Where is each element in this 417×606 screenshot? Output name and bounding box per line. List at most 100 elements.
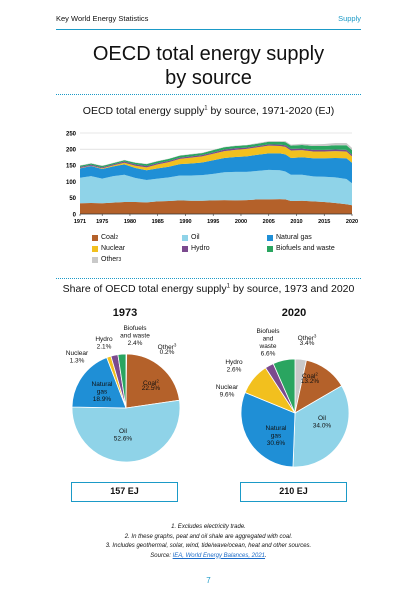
pie-label-line: Natural	[92, 381, 114, 388]
legend-item-natural_gas: Natural gas	[267, 234, 312, 241]
y-tick-label: 250	[66, 131, 77, 137]
area-chart-title: OECD total energy supply1 by source, 197…	[0, 105, 417, 117]
pie-label-line: 1.3%	[70, 358, 85, 365]
x-tick-label: 1971	[74, 219, 86, 225]
x-tick-label: 1995	[207, 219, 219, 225]
pie-label-footnote: 2	[315, 372, 318, 377]
x-tick-label: 1985	[152, 219, 164, 225]
pie-label-line: Hydro	[95, 336, 113, 343]
pie-slice-biofuels	[272, 358, 296, 414]
x-tick-label: 2015	[318, 219, 330, 225]
area-chart-title-text: OECD total energy supply	[82, 105, 205, 117]
y-tick-label: 150	[66, 164, 77, 170]
pie-label-line: 2.1%	[97, 344, 112, 351]
pie-label-line: 30.6%	[267, 440, 286, 447]
legend-label: Oil	[191, 234, 200, 241]
pie-label-line: 22.5%	[142, 385, 161, 392]
pie-label-line: 13.2%	[301, 378, 320, 385]
pie-label-line: 0.2%	[160, 349, 175, 356]
pie-label-line: Other	[158, 344, 175, 351]
x-tick-label: 2000	[235, 219, 247, 225]
y-tick-label: 0	[73, 212, 77, 218]
pie-label-biofuels: Biofuels and waste 6.6%	[256, 328, 280, 358]
source-link[interactable]: IEA, World Energy Balances, 2021	[172, 552, 266, 559]
pie-label-footnote: 3	[174, 343, 177, 348]
pie-section-title: Share of OECD total energy supply1 by so…	[0, 283, 417, 295]
legend-swatch	[182, 234, 188, 241]
pie-section-title-rest: by source, 1973 and 2020	[230, 283, 355, 295]
pie-label-line: 2.6%	[227, 367, 242, 374]
x-tick-label: 1975	[96, 219, 108, 225]
pie-slice-natural_gas	[71, 357, 127, 409]
footnote-3: 3. Includes geothermal, solar, wind, tid…	[105, 543, 312, 549]
area-chart-title-rest: by source, 1971-2020 (EJ)	[207, 105, 335, 117]
legend-item-coal: Coal 2	[92, 234, 118, 241]
pie-label-coal: Coal2 22.5%	[142, 379, 161, 393]
legend-swatch	[92, 245, 98, 252]
area-series-nuclear	[80, 145, 352, 171]
legend-swatch	[92, 256, 98, 263]
pie-label-line: Biofuels	[256, 328, 280, 335]
pie-label-line: gas	[271, 433, 282, 440]
pie-label-line: Coal	[302, 373, 316, 380]
area-chart-title-footnote: 1	[204, 105, 208, 112]
legend-item-hydro: Hydro	[182, 245, 210, 252]
source-suffix: .	[265, 552, 267, 559]
pie-label-oil: Oil 52.6%	[114, 428, 133, 443]
pie-label-line: Nuclear	[216, 384, 239, 391]
y-tick-label: 100	[66, 180, 77, 186]
pie-label-nuclear: Nuclear 1.3%	[66, 350, 89, 365]
legend-item-biofuels: Biofuels and waste	[267, 245, 335, 252]
pie-label-footnote: 2	[156, 379, 159, 384]
total-1973-box: 157 EJ	[71, 482, 178, 502]
pie-label-line: Oil	[119, 428, 128, 435]
pie-label-line: gas	[97, 389, 108, 396]
pie-label-nuclear: Nuclear 9.6%	[216, 384, 239, 399]
section-divider	[56, 278, 361, 279]
pie-slice-coal	[125, 353, 180, 409]
pie-1973-title: 1973	[112, 307, 138, 319]
pie-section-title-footnote: 1	[226, 283, 230, 290]
legend-swatch	[267, 245, 273, 252]
pie-slice-oil	[292, 385, 350, 468]
total-2020-box: 210 EJ	[240, 482, 347, 502]
legend-item-other: Other 3	[92, 256, 121, 263]
pie-label-other: Other3 0.2%	[158, 343, 177, 357]
source-line: Source: IEA, World Energy Balances, 2021…	[0, 552, 417, 562]
pie-section-title-text: Share of OECD total energy supply	[62, 283, 227, 295]
header-publication-title: Key World Energy Statistics	[56, 14, 149, 23]
legend-label: Hydro	[191, 245, 210, 252]
legend-label: Nuclear	[101, 245, 126, 252]
legend-swatch	[267, 234, 273, 241]
x-tick-label: 2005	[263, 219, 275, 225]
pie-label-biofuels: Biofuels and waste 2.4%	[120, 325, 150, 347]
area-series-coal	[80, 199, 352, 214]
pie-label-line: Other	[298, 335, 315, 342]
pie-label-line: Oil	[318, 415, 327, 422]
pie-label-oil: Oil 34.0%	[313, 415, 332, 430]
legend-swatch	[92, 234, 98, 241]
x-tick-label: 2010	[290, 219, 302, 225]
pie-label-line: Biofuels	[123, 325, 147, 332]
pie-label-natural_gas: Natural gas 30.6%	[266, 425, 288, 447]
pie-label-line: and waste	[120, 333, 150, 340]
pie-slice-biofuels	[117, 353, 127, 409]
legend-item-oil: Oil	[182, 234, 200, 241]
page-title-line1: OECD total energy supply	[92, 43, 325, 65]
legend-item-nuclear: Nuclear	[92, 245, 125, 252]
legend-swatch	[182, 245, 188, 252]
page-number: 7	[206, 576, 211, 585]
pie-label-line: 34.0%	[313, 423, 332, 430]
legend-footnote-mark: 3	[118, 256, 122, 263]
pie-2020-title: 2020	[281, 307, 307, 319]
area-series-biofuels	[80, 141, 352, 168]
y-tick-label: 50	[69, 196, 76, 202]
running-header: Key World Energy Statistics Supply	[56, 14, 361, 28]
pie-label-line: Hydro	[225, 359, 243, 366]
pie-label-line: Coal	[143, 380, 157, 387]
page-title: OECD total energy supply by source	[0, 42, 417, 90]
legend-label: Other	[101, 256, 119, 263]
pie-label-line: 18.9%	[93, 396, 112, 403]
pie-label-line: waste	[259, 343, 277, 350]
